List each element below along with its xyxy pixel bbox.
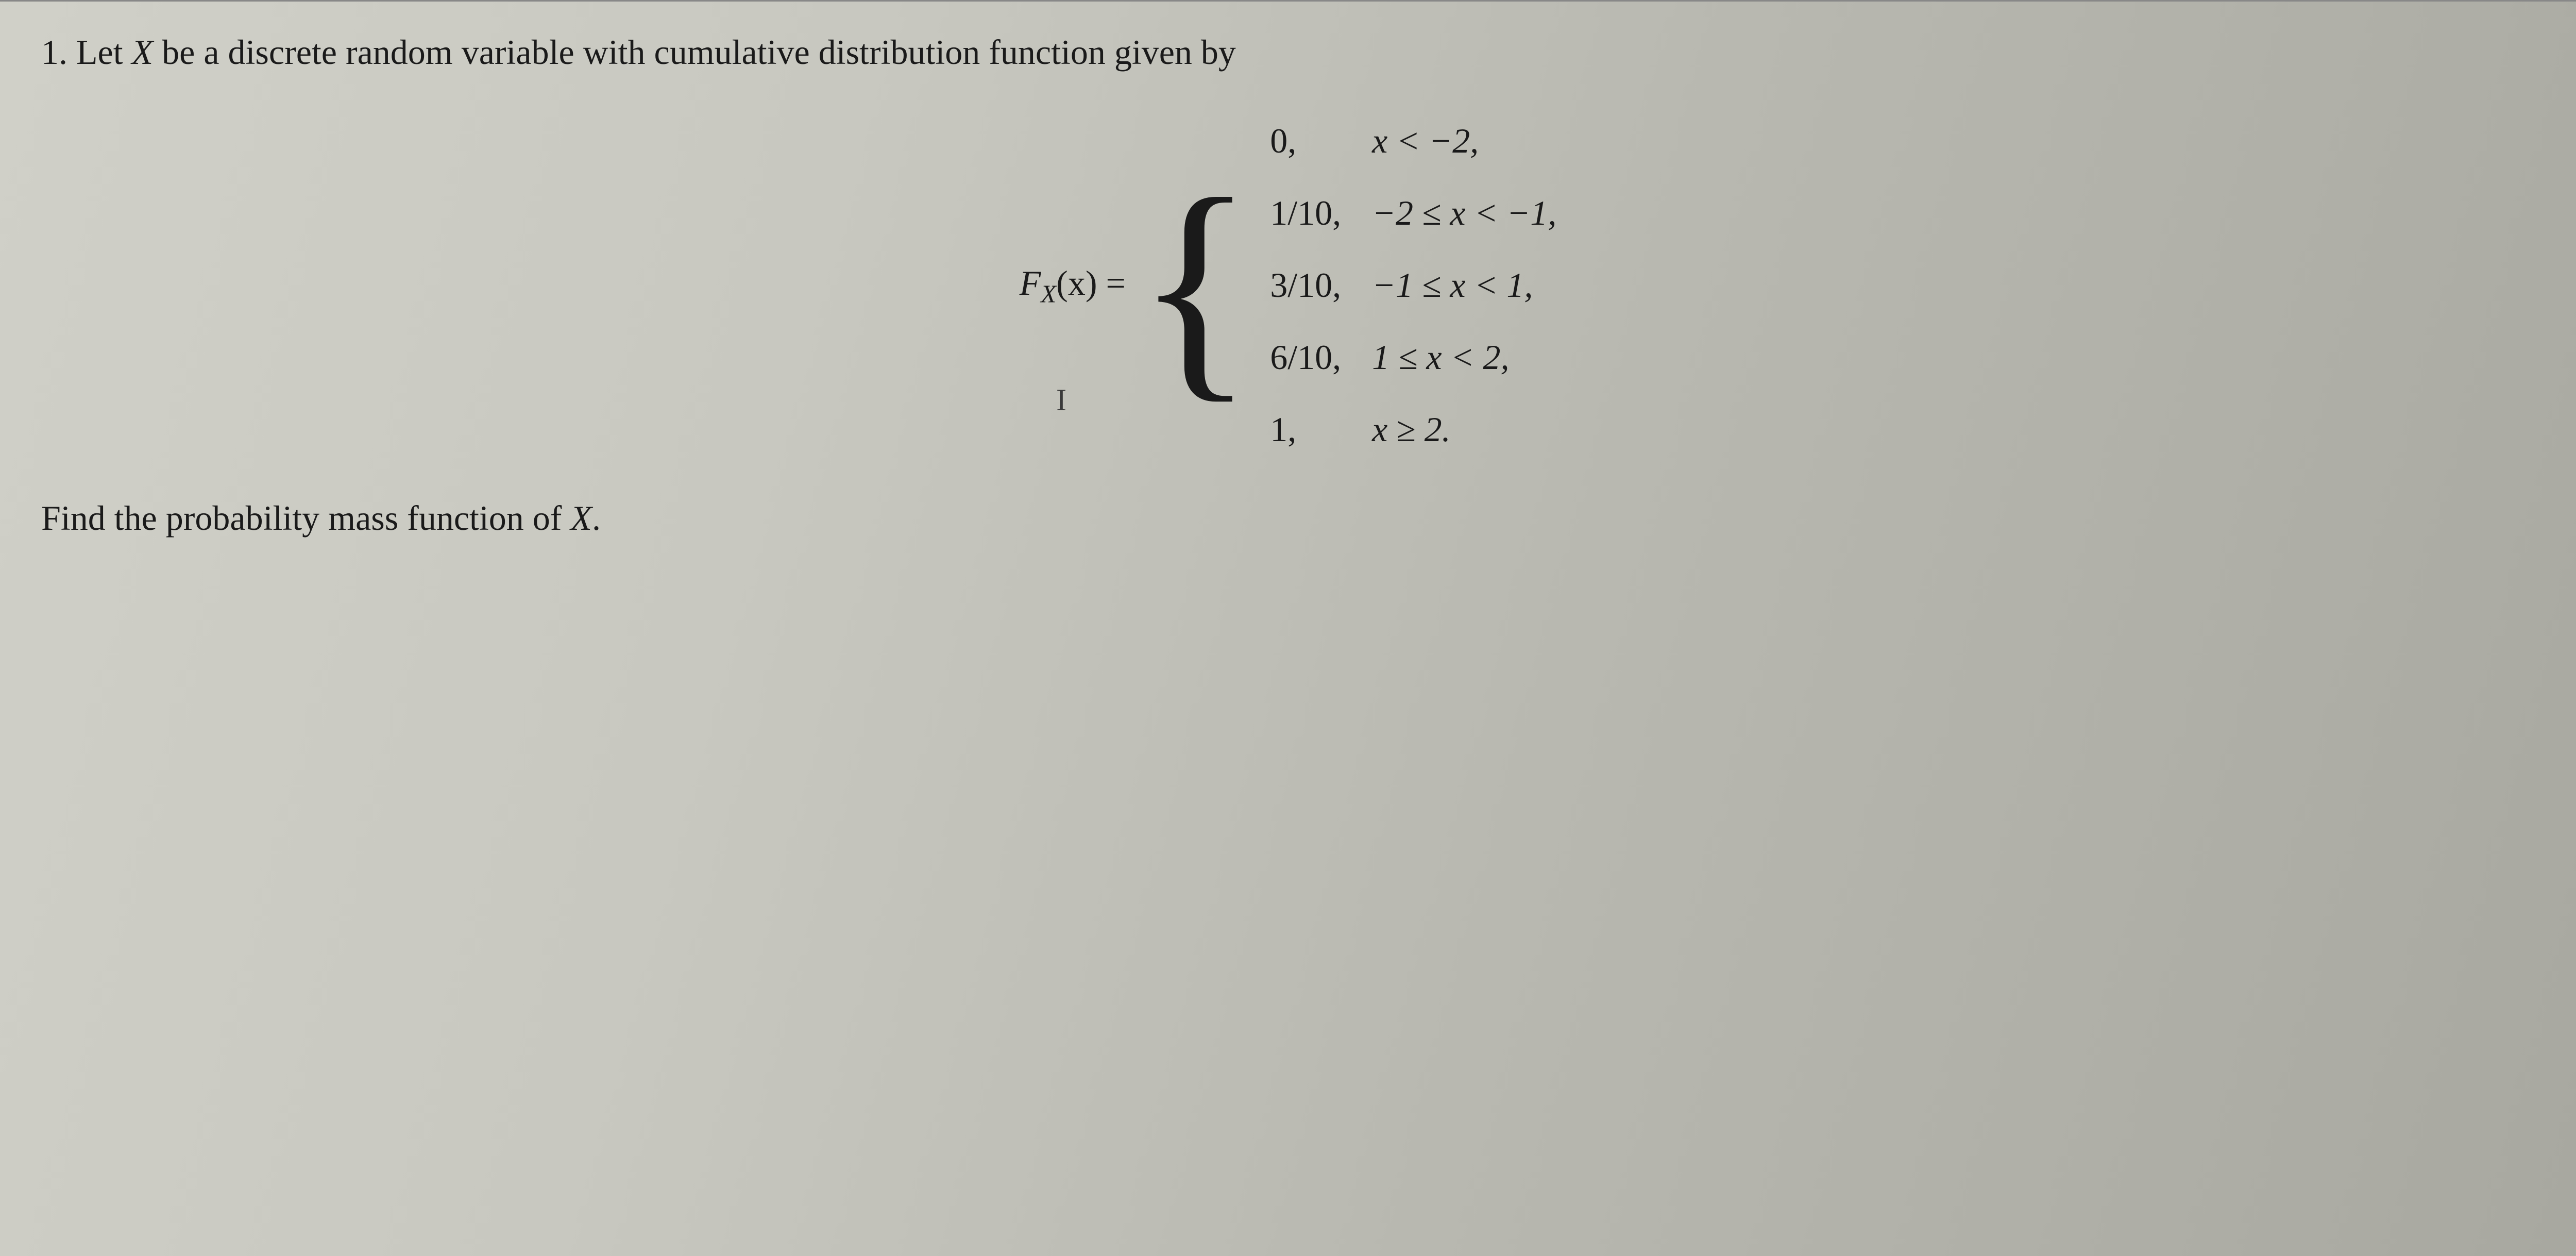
case-value: 0, bbox=[1270, 114, 1341, 167]
case-value: 1, bbox=[1270, 403, 1341, 456]
piecewise-cases: 0, x < −2, 1/10, −2 ≤ x < −1, 3/10, −1 ≤… bbox=[1270, 114, 1556, 456]
case-condition: x < −2, bbox=[1372, 114, 1556, 167]
problem-statement: 1. Let X be a discrete random variable w… bbox=[41, 26, 2535, 78]
piecewise-brace-wrapper: { 0, x < −2, 1/10, −2 ≤ x < −1, 3/10, −1… bbox=[1136, 114, 1556, 456]
variable-x: X bbox=[132, 32, 154, 72]
function-name: F bbox=[1020, 263, 1041, 303]
final-period: . bbox=[592, 498, 601, 538]
intro-suffix: be a discrete random variable with cumul… bbox=[153, 32, 1236, 72]
final-variable: X bbox=[570, 498, 592, 538]
function-arg: (x) = bbox=[1056, 263, 1126, 303]
left-brace: { bbox=[1136, 114, 1255, 456]
case-value: 1/10, bbox=[1270, 187, 1341, 239]
case-value: 6/10, bbox=[1270, 331, 1341, 383]
case-condition: x ≥ 2. bbox=[1372, 403, 1556, 456]
case-condition: −1 ≤ x < 1, bbox=[1372, 259, 1556, 311]
case-value: 3/10, bbox=[1270, 259, 1341, 311]
final-prefix: Find the probability mass function of bbox=[41, 498, 570, 538]
case-condition: −2 ≤ x < −1, bbox=[1372, 187, 1556, 239]
function-lhs: FX(x) = bbox=[1020, 257, 1126, 313]
problem-question: Find the probability mass function of X. bbox=[41, 492, 2535, 544]
problem-container: 1. Let X be a discrete random variable w… bbox=[41, 26, 2535, 544]
cdf-definition: I FX(x) = { 0, x < −2, 1/10, −2 ≤ x < −1… bbox=[41, 99, 2535, 471]
function-subscript: X bbox=[1041, 280, 1056, 308]
handwritten-annotation: I bbox=[1056, 377, 1066, 423]
intro-prefix: Let bbox=[76, 32, 132, 72]
problem-number: 1. bbox=[41, 32, 67, 72]
case-condition: 1 ≤ x < 2, bbox=[1372, 331, 1556, 383]
